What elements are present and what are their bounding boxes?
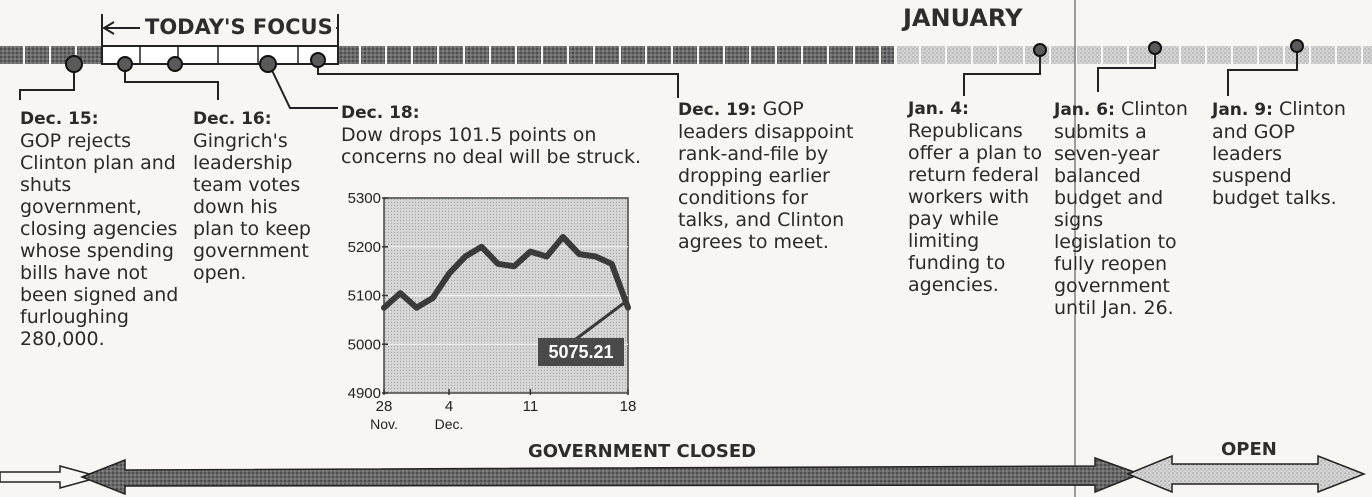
x-tick-label: 28 <box>376 398 393 415</box>
x-tick-label: 11 <box>523 398 539 415</box>
dow-point <box>430 295 435 301</box>
open-label: OPEN <box>1221 439 1277 460</box>
bottom-arrows <box>0 454 1367 496</box>
end-label: 5075.21 <box>548 342 613 362</box>
dow-point <box>398 290 403 296</box>
event-line: Jan. 9: Clinton and GOP leaders suspend … <box>1212 98 1352 209</box>
marker-dec19 <box>310 52 326 68</box>
dow-point <box>463 254 468 259</box>
event-date: Dec. 18: <box>341 103 420 123</box>
todays-focus-box <box>101 45 339 65</box>
dow-point <box>495 261 501 267</box>
event-text: Republicans offer a plan to return feder… <box>908 120 1043 296</box>
event-text: GOP leaders disappoint rank-and-file by … <box>678 98 854 253</box>
closed-arrow <box>79 456 1143 496</box>
event-line: Dec. 19: GOP leaders disappoint rank-and… <box>678 98 863 253</box>
event-jan6: Jan. 6: Clinton submits a seven-year bal… <box>1054 98 1204 319</box>
y-tick-label: 5100 <box>348 288 381 305</box>
event-text: Clinton and GOP leaders suspend budget t… <box>1212 98 1346 209</box>
event-dec18: Dec. 18: Dow drops 101.5 points on conce… <box>341 102 646 168</box>
marker-dec17 <box>167 56 183 72</box>
dow-point <box>544 254 549 259</box>
x-tick-sublabel: Dec. <box>435 416 464 432</box>
dow-point <box>414 305 419 310</box>
open-arrow <box>1126 454 1367 494</box>
marker-dec16 <box>117 56 133 72</box>
y-tick-label: 5300 <box>348 190 381 207</box>
event-date: Jan. 9: <box>1212 100 1273 120</box>
dow-point <box>625 305 631 310</box>
event-dec16: Dec. 16: Gingrich's leadership team vote… <box>193 108 323 284</box>
event-text: Gingrich's leadership team votes down hi… <box>193 130 311 284</box>
marker-dec15 <box>65 55 83 73</box>
dow-line <box>381 234 631 311</box>
event-date: Dec. 19: <box>678 100 757 120</box>
x-tick-label: 4 <box>445 398 453 415</box>
event-dec19: Dec. 19: GOP leaders disappoint rank-and… <box>678 98 863 253</box>
dow-point <box>479 244 484 249</box>
january-header: JANUARY <box>903 4 1023 32</box>
event-date: Dec. 15: <box>20 109 99 129</box>
todays-focus-header: TODAY'S FOCUS <box>142 15 336 39</box>
y-tick-label: 4900 <box>348 385 381 402</box>
event-dec15: Dec. 15: GOP rejects Clinton plan and sh… <box>20 108 190 350</box>
event-text: Dow drops 101.5 points on concerns no de… <box>341 124 642 168</box>
event-jan9: Jan. 9: Clinton and GOP leaders suspend … <box>1212 98 1352 209</box>
dow-point <box>560 234 566 240</box>
government-closed-label: GOVERNMENT CLOSED <box>528 441 757 462</box>
left-open-arrow <box>0 465 103 489</box>
end-label-box <box>538 338 624 366</box>
y-tick-label: 5000 <box>348 336 381 353</box>
event-date: Jan. 6: <box>1054 100 1115 120</box>
dow-point <box>381 305 387 310</box>
event-text: Clinton submits a seven-year balanced bu… <box>1054 98 1188 319</box>
dow-point <box>593 254 598 259</box>
dow-point <box>577 251 582 257</box>
december-band <box>0 46 894 64</box>
event-text: GOP rejects Clinton plan and shuts gover… <box>20 130 179 350</box>
event-date: Jan. 4: <box>908 99 969 119</box>
dow-point <box>446 271 452 276</box>
marker-jan9 <box>1290 39 1304 53</box>
event-line: Jan. 6: Clinton submits a seven-year bal… <box>1054 98 1204 319</box>
dow-point <box>609 261 614 267</box>
event-jan4: Jan. 4: Republicans offer a plan to retu… <box>908 98 1048 296</box>
event-dots <box>65 39 1304 73</box>
dow-point <box>528 249 533 254</box>
y-tick-label: 5200 <box>348 239 381 256</box>
marker-dec18 <box>259 55 277 73</box>
january-band <box>897 46 1372 64</box>
event-date: Dec. 16: <box>193 109 272 129</box>
x-tick-label: 18 <box>620 398 637 415</box>
marker-jan4 <box>1033 43 1047 57</box>
marker-jan6 <box>1148 41 1162 55</box>
dow-point <box>511 264 517 269</box>
x-tick-sublabel: Nov. <box>370 416 398 432</box>
